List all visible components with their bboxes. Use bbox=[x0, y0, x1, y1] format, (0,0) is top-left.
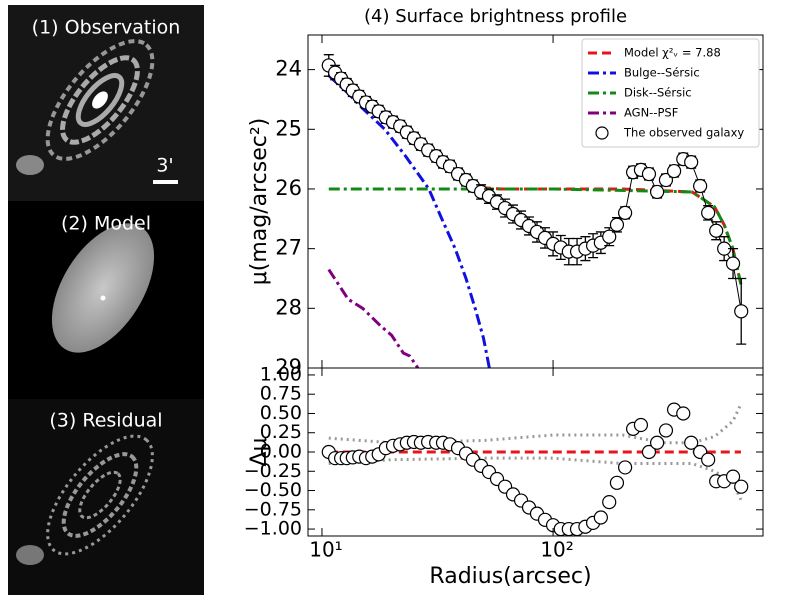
data-point bbox=[602, 229, 617, 244]
data-point bbox=[684, 435, 699, 450]
data-point bbox=[650, 435, 665, 450]
model-line bbox=[328, 187, 743, 285]
legend-label: The observed galaxy bbox=[623, 126, 744, 140]
model-line bbox=[328, 456, 743, 501]
y-tick-label: 1.00 bbox=[260, 363, 302, 385]
data-point bbox=[701, 205, 716, 220]
data-point bbox=[676, 406, 691, 421]
y-tick-label: 28 bbox=[275, 295, 302, 319]
y-tick-label: −0.25 bbox=[244, 460, 302, 482]
data-point bbox=[684, 155, 699, 170]
data-point bbox=[693, 178, 708, 194]
data-point bbox=[666, 163, 682, 179]
legend-label: Bulge--Sérsic bbox=[624, 66, 700, 80]
panel-label: (1) Observation bbox=[32, 17, 181, 39]
y-tick-label: 0.75 bbox=[260, 383, 302, 405]
residual-panel: (3) Residual bbox=[8, 399, 204, 595]
y-tick-label: 26 bbox=[275, 176, 302, 200]
data-point bbox=[734, 479, 749, 494]
observation-panel: (1) Observation 3' bbox=[8, 5, 204, 201]
plot-area bbox=[321, 54, 749, 368]
model-panel: (2) Model bbox=[8, 201, 204, 399]
legend-marker bbox=[595, 126, 609, 140]
data-point bbox=[602, 494, 617, 510]
plot-area bbox=[321, 402, 749, 536]
axes-frame bbox=[307, 367, 764, 537]
data-point bbox=[641, 444, 657, 460]
data-point bbox=[734, 304, 749, 319]
y-tick-label: 25 bbox=[275, 116, 302, 140]
chart-title: (4) Surface brightness profile bbox=[364, 6, 627, 27]
y-axis-label: Δμ bbox=[247, 437, 272, 466]
y-tick-label: −0.50 bbox=[244, 479, 302, 501]
data-point bbox=[618, 460, 633, 475]
data-point bbox=[609, 475, 625, 490]
y-tick-label: 0.00 bbox=[260, 441, 302, 463]
y-tick-label: −1.00 bbox=[244, 518, 302, 540]
x-tick-label: 10¹ bbox=[309, 538, 342, 562]
x-axis-label: Radius(arcsec) bbox=[429, 564, 591, 589]
legend-box bbox=[581, 38, 760, 148]
data-point bbox=[593, 510, 608, 525]
y-tick-label: 27 bbox=[275, 236, 302, 260]
data-point bbox=[725, 256, 741, 271]
data-point bbox=[709, 223, 724, 238]
scale-label: 3' bbox=[156, 155, 173, 177]
data-point bbox=[701, 452, 716, 467]
panel-label: (2) Model bbox=[61, 213, 151, 235]
legend-label: AGN--PSF bbox=[624, 106, 678, 120]
y-tick-label: 24 bbox=[275, 57, 302, 81]
data-point bbox=[633, 417, 649, 433]
y-tick-label: 0.50 bbox=[260, 402, 302, 424]
model-line bbox=[327, 74, 491, 368]
y-tick-label: 29 bbox=[275, 355, 302, 379]
x-tick-label: 10² bbox=[540, 538, 573, 562]
data-point bbox=[658, 423, 674, 438]
data-point bbox=[650, 184, 665, 200]
y-axis-label: μ(mag/arcsec²) bbox=[247, 118, 272, 286]
y-tick-label: 0.25 bbox=[260, 421, 302, 443]
panel-label: (3) Residual bbox=[49, 410, 162, 432]
legend-label: Disk--Sérsic bbox=[624, 86, 692, 100]
legend-label: Model χ²ᵥ = 7.88 bbox=[624, 46, 721, 60]
data-point bbox=[618, 205, 633, 220]
y-tick-label: −0.75 bbox=[244, 498, 302, 520]
data-point bbox=[609, 217, 625, 232]
data-point bbox=[641, 166, 657, 182]
model-line bbox=[327, 268, 420, 368]
data-point bbox=[725, 469, 741, 484]
